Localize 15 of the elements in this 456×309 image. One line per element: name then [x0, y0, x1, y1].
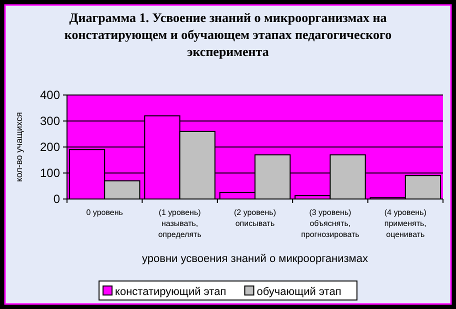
y-axis-title: кол-во учащихся	[14, 112, 24, 182]
x-tick-label: 0 уровень	[86, 208, 123, 217]
y-tick-label: 0	[53, 192, 60, 206]
x-tick-label: (2 уровень) описывать	[234, 208, 276, 228]
y-tick-label: 300	[40, 114, 60, 128]
legend-label: обучающий этап	[256, 286, 342, 298]
x-tick-label: (4 уровень) применять, оценивать	[384, 208, 427, 239]
x-axis-title: уровни усвоения знаний о микроорганизмах	[142, 253, 368, 265]
x-tick-label: (1 уровень) называть, определять	[158, 208, 202, 239]
legend-label: констатирующий этап	[115, 286, 226, 298]
y-tick-label: 200	[40, 140, 60, 154]
y-tick-label: 100	[40, 166, 60, 180]
x-tick-label: (3 уровень) объяснять, прогнозировать	[301, 208, 360, 239]
chart-title: Диаграмма 1. Усвоение знаний о микроорганизмах на констатирующем и обучающем этапах педагогического эксперимента	[64, 10, 392, 59]
y-tick-label: 400	[40, 88, 60, 102]
